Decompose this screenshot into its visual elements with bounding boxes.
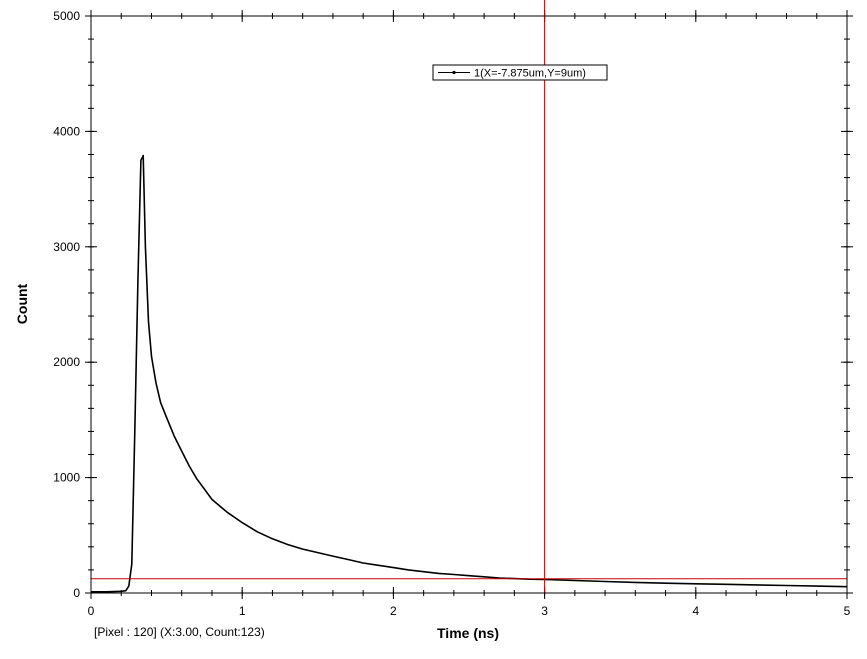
- y-tick-label: 1000: [53, 471, 80, 485]
- y-tick-label: 0: [73, 586, 80, 600]
- y-tick-label: 4000: [53, 124, 80, 138]
- legend-box: [432, 64, 608, 81]
- status-readout: [Pixel : 120] (X:3.00, Count:123): [94, 625, 265, 639]
- plot-frame: [90, 15, 848, 594]
- x-axis-title: Time (ns): [437, 625, 499, 641]
- x-tick-label: 1: [239, 604, 246, 618]
- y-tick-label: 2000: [53, 355, 80, 369]
- x-tick-labels: 0 1 2 3 4 5: [88, 604, 851, 618]
- x-tick-label: 3: [541, 604, 548, 618]
- legend-marker-icon: [452, 70, 456, 75]
- x-tick-label: 5: [844, 604, 851, 618]
- x-tick-label: 4: [692, 604, 699, 618]
- x-tick-label: 2: [390, 604, 397, 618]
- y-tick-label: 3000: [53, 240, 80, 254]
- y-axis-title: Count: [14, 283, 30, 324]
- legend-label: 1(X=-7.875um,Y=9um): [474, 68, 586, 80]
- series-line: [91, 154, 848, 593]
- y-tick-label: 5000: [53, 9, 80, 23]
- x-tick-label: 0: [88, 604, 95, 618]
- legend: 1(X=-7.875um,Y=9um): [432, 64, 608, 81]
- y-tick-labels: 0 1000 2000 3000 4000 5000: [53, 9, 80, 600]
